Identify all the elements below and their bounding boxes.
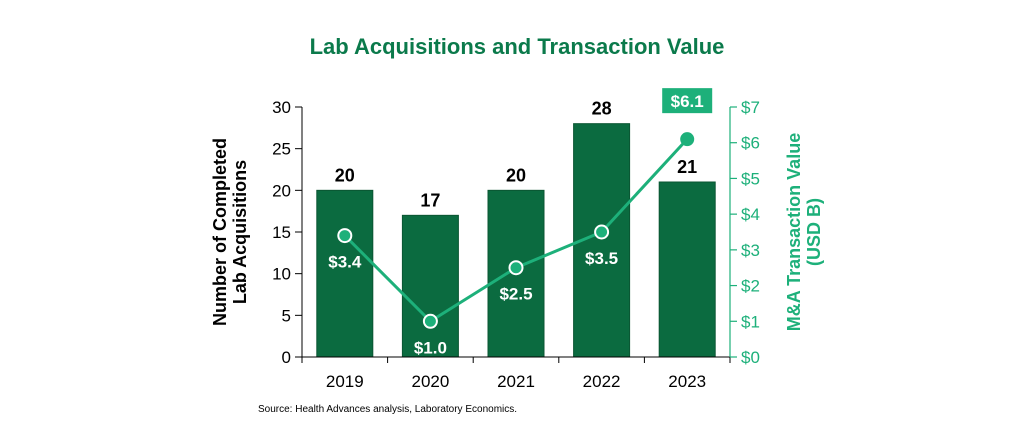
line-series-group [337, 132, 695, 329]
bar-2019 [316, 189, 374, 358]
line-value-label-2023: $6.1 [671, 92, 704, 111]
x-tick-label-2022: 2022 [583, 372, 621, 391]
line-point-2020 [422, 313, 438, 329]
left-tick-label: 0 [282, 348, 291, 367]
left-tick-label: 30 [272, 98, 291, 117]
line-value-label-2021: $2.5 [499, 285, 532, 304]
labels-group: 20 17 20 28 21 $3.4 $1.0 $2.5 $3.5 $6.1 [328, 88, 713, 357]
right-axis-title-line: M&A Transaction Value [784, 133, 804, 331]
right-tick-label: $6 [741, 134, 760, 153]
left-tick-label: 10 [272, 265, 291, 284]
right-axis-title: M&A Transaction Value(USD B) [784, 133, 824, 331]
bar-2020 [401, 214, 459, 358]
bar-value-label-2021: 20 [506, 165, 526, 185]
right-tick-label: $3 [741, 241, 760, 260]
line-value-label-2019: $3.4 [328, 253, 362, 272]
right-tick-label: $1 [741, 312, 760, 331]
bar-value-label-2023: 21 [677, 157, 697, 177]
right-tick-label: $7 [741, 98, 760, 117]
left-tick-label: 5 [282, 306, 291, 325]
line-value-label-2020: $1.0 [414, 338, 447, 357]
source-note: Source: Health Advances analysis, Labora… [258, 404, 517, 415]
line-point-2022 [594, 224, 610, 240]
right-axis-title-line: (USD B) [804, 198, 824, 266]
bar-value-label-2020: 17 [420, 190, 440, 210]
left-axis-title-line: Lab Acquisitions [230, 160, 250, 304]
left-tick-label: 15 [272, 223, 291, 242]
x-tick-label-2021: 2021 [497, 372, 535, 391]
line-point-2023 [680, 132, 695, 147]
right-tick-label: $4 [741, 205, 760, 224]
x-tick-label-2019: 2019 [326, 372, 364, 391]
x-tick-label-2023: 2023 [668, 372, 706, 391]
bar-value-label-2019: 20 [335, 165, 355, 185]
line-point-2019 [337, 228, 353, 244]
line-point-2021 [508, 260, 524, 276]
x-tick-label-2020: 2020 [411, 372, 449, 391]
left-axis-title: Number of CompletedLab Acquisitions [210, 138, 250, 326]
left-tick-label: 20 [272, 181, 291, 200]
right-tick-label: $5 [741, 169, 760, 188]
left-tick-label: 25 [272, 140, 291, 159]
bar-2023 [658, 181, 716, 358]
left-axis-title-line: Number of Completed [210, 138, 230, 326]
line-value-label-2022: $3.5 [585, 249, 618, 268]
right-tick-label: $2 [741, 277, 760, 296]
highlight-value-box [662, 88, 713, 114]
bar-value-label-2022: 28 [592, 99, 612, 119]
bars-group [316, 123, 716, 358]
chart-title: Lab Acquisitions and Transaction Value [310, 34, 725, 59]
right-tick-label: $0 [741, 348, 760, 367]
